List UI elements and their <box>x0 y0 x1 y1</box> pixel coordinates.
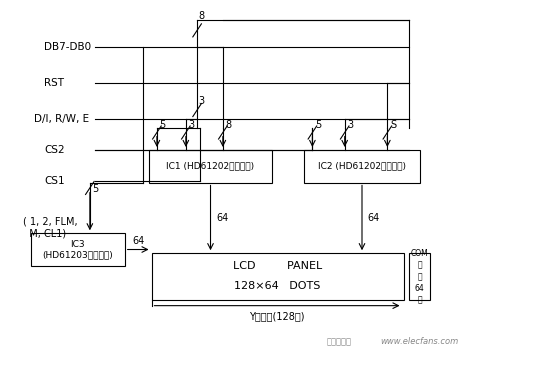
Text: IC1 (HD61202：列驅動): IC1 (HD61202：列驅動) <box>167 162 254 171</box>
Text: 128×64   DOTS: 128×64 DOTS <box>234 281 321 291</box>
Text: IC2 (HD61202：列驅動): IC2 (HD61202：列驅動) <box>318 162 406 171</box>
Text: RST: RST <box>44 78 64 88</box>
Text: S: S <box>390 120 396 130</box>
Text: 64: 64 <box>368 213 379 223</box>
Text: 64: 64 <box>132 236 144 246</box>
Text: 3: 3 <box>348 120 354 130</box>
Text: DB7-DB0: DB7-DB0 <box>44 42 92 52</box>
Text: 电子发烧友: 电子发烧友 <box>327 337 352 346</box>
Text: CS1: CS1 <box>44 176 65 186</box>
Text: COM
位
址
64
點: COM 位 址 64 點 <box>411 249 429 305</box>
Text: D/I, R/W, E: D/I, R/W, E <box>33 114 89 124</box>
Bar <box>151 253 404 300</box>
Text: Y列位址(128點): Y列位址(128點) <box>249 311 305 321</box>
Text: ( 1, 2, FLM,
  M, CL1): ( 1, 2, FLM, M, CL1) <box>23 217 78 239</box>
Text: 5: 5 <box>160 120 166 130</box>
Text: IC3
(HD61203：行驅動): IC3 (HD61203：行驅動) <box>43 240 113 259</box>
Text: LCD         PANEL: LCD PANEL <box>233 261 322 271</box>
Text: CS2: CS2 <box>44 145 65 155</box>
Bar <box>149 150 272 182</box>
Bar <box>409 253 430 300</box>
Text: 3: 3 <box>189 120 195 130</box>
Text: 5: 5 <box>315 120 321 130</box>
Text: 3: 3 <box>199 96 205 106</box>
Bar <box>305 150 420 182</box>
Text: 8: 8 <box>199 11 205 21</box>
Text: 8: 8 <box>225 120 232 130</box>
Text: 5: 5 <box>93 184 99 194</box>
Bar <box>31 233 125 266</box>
Text: 64: 64 <box>216 213 228 223</box>
Text: www.elecfans.com: www.elecfans.com <box>381 337 459 346</box>
